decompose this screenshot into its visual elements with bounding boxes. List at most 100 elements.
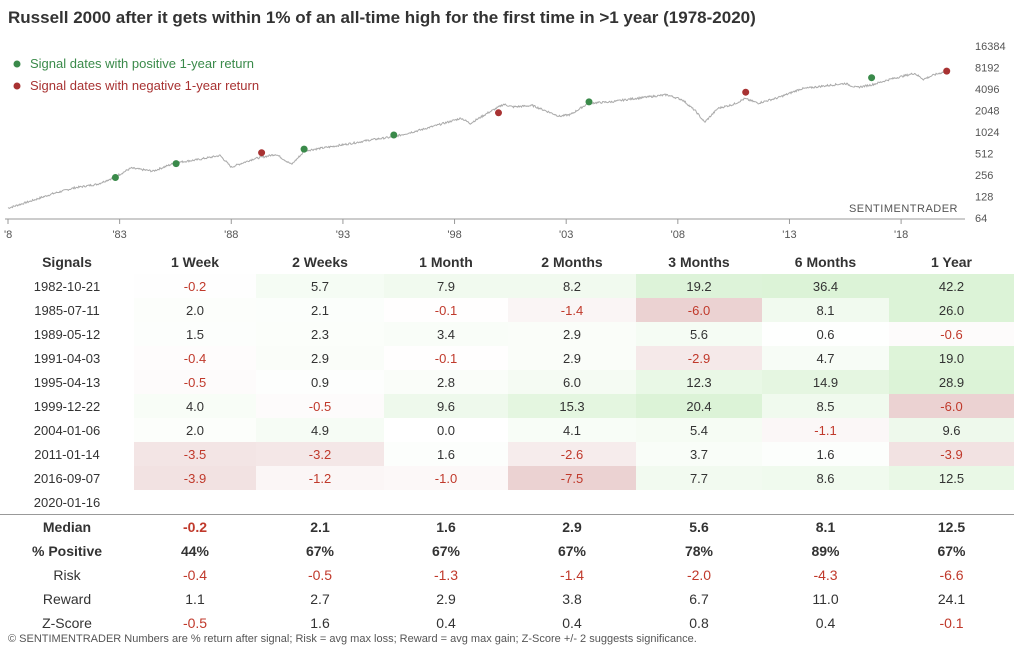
return-cell: 7.9 xyxy=(384,274,508,298)
column-header: 2 Months xyxy=(541,254,603,270)
summary-cell: -6.6 xyxy=(939,567,964,583)
column-header: 1 Year xyxy=(930,254,972,270)
legend-negative-label: Signal dates with negative 1-year return xyxy=(30,78,259,93)
return-cell: -3.2 xyxy=(256,442,384,466)
summary-cell: 67% xyxy=(557,543,587,559)
return-cell xyxy=(636,490,762,515)
x-axis-ticks: '8 '83 '88 '93 '98 '03 '08 '13 '18 xyxy=(4,219,908,241)
table-row: 1991-04-03 -0.4 2.9 -0.1 2.9 -2.9 4.7 19.0 xyxy=(0,346,1014,370)
summary-cell: -0.2 xyxy=(134,514,256,539)
column-header: 2 Weeks xyxy=(292,254,348,270)
return-cell: 2.9 xyxy=(256,346,384,370)
signal-point-1991-04-03 xyxy=(300,145,308,153)
return-cell: -0.4 xyxy=(134,346,256,370)
y-tick-label: 128 xyxy=(975,192,993,204)
table-header: Signals 1 Week 2 Weeks 1 Month 2 Months 3 Mon… xyxy=(0,250,1014,274)
signal-point-2020-01-16 xyxy=(943,67,951,75)
return-cell: 4.9 xyxy=(256,418,384,442)
return-cell: -6.0 xyxy=(636,298,762,322)
summary-row: Risk -0.4 -0.5 -1.3 -1.4 -2.0 -4.3 -6.6 xyxy=(0,563,1014,587)
summary-cell: -1.4 xyxy=(559,567,585,583)
footer-note: © SENTIMENTRADER Numbers are % return af… xyxy=(8,633,697,645)
summary-cell: -2.0 xyxy=(686,567,712,583)
return-cell: 9.6 xyxy=(889,418,1014,442)
return-cell: -1.2 xyxy=(256,466,384,490)
x-tick-label: '88 xyxy=(224,229,238,241)
summary-label: Reward xyxy=(42,591,92,607)
return-cell: -1.0 xyxy=(384,466,508,490)
signal-point-2011-01-14 xyxy=(742,88,750,96)
column-header: 1 Week xyxy=(171,254,219,270)
legend-positive-marker xyxy=(13,60,21,68)
summary-cell: 0.8 xyxy=(689,615,709,631)
summary-cell: 78% xyxy=(684,543,714,559)
signal-date: 1991-04-03 xyxy=(33,350,101,366)
return-cell: 3.7 xyxy=(636,442,762,466)
summary-label: % Positive xyxy=(31,543,103,559)
summary-cell: 1.1 xyxy=(185,591,205,607)
return-cell: 2.0 xyxy=(134,418,256,442)
russell-2000-line xyxy=(7,70,948,210)
y-tick-label: 1024 xyxy=(975,127,999,139)
return-cell: -0.1 xyxy=(384,298,508,322)
return-cell: -1.4 xyxy=(508,298,636,322)
summary-cell: 67% xyxy=(937,543,966,559)
chart-title: Russell 2000 after it gets within 1% of … xyxy=(8,8,756,27)
summary-cell: -4.3 xyxy=(813,567,838,583)
return-cell: 2.9 xyxy=(508,346,636,370)
return-cell xyxy=(889,490,1014,515)
summary-cell: -0.1 xyxy=(939,615,964,631)
return-cell: 1.6 xyxy=(762,442,889,466)
signal-point-1989-05-12 xyxy=(258,149,266,157)
table-row: 1989-05-12 1.5 2.3 3.4 2.9 5.6 0.6 -0.6 xyxy=(0,322,1014,346)
table-row: 1982-10-21 -0.2 5.7 7.9 8.2 19.2 36.4 42.2 xyxy=(0,274,1014,298)
return-cell: 42.2 xyxy=(889,274,1014,298)
y-tick-label: 2048 xyxy=(975,106,999,118)
return-cell: 4.0 xyxy=(134,394,256,418)
summary-cell: 67% xyxy=(305,543,335,559)
return-cell: 4.1 xyxy=(508,418,636,442)
return-cell: 5.6 xyxy=(636,322,762,346)
summary-row: Z-Score -0.5 1.6 0.4 0.4 0.8 0.4 -0.1 xyxy=(0,611,1014,635)
return-cell xyxy=(384,490,508,515)
signal-point-2016-09-07 xyxy=(868,74,876,82)
price-chart: Signal dates with positive 1-year return… xyxy=(4,41,1006,241)
return-cell: -1.1 xyxy=(762,418,889,442)
return-cell: -7.5 xyxy=(508,466,636,490)
table-row: 1985-07-11 2.0 2.1 -0.1 -1.4 -6.0 8.1 26.0 xyxy=(0,298,1014,322)
summary-cell: 1.6 xyxy=(384,514,508,539)
summary-cell: 44% xyxy=(180,543,210,559)
chart-legend: Signal dates with positive 1-year return… xyxy=(13,56,259,93)
y-tick-label: 8192 xyxy=(975,63,999,75)
signal-point-1985-07-11 xyxy=(172,160,180,168)
table-row: 2020-01-16 xyxy=(0,490,1014,515)
summary-row: Reward 1.1 2.7 2.9 3.8 6.7 11.0 24.1 xyxy=(0,587,1014,611)
y-tick-label: 4096 xyxy=(975,84,999,96)
return-cell: -2.9 xyxy=(636,346,762,370)
return-cell: 36.4 xyxy=(762,274,889,298)
table-body: 1982-10-21 -0.2 5.7 7.9 8.2 19.2 36.4 42.2 1985-… xyxy=(0,274,1014,635)
x-tick-label: '08 xyxy=(671,229,685,241)
return-cell: 1.6 xyxy=(384,442,508,466)
column-header: 1 Month xyxy=(419,254,473,270)
x-tick-label: '93 xyxy=(336,229,350,241)
summary-cell: -0.5 xyxy=(182,615,208,631)
summary-cell: -0.5 xyxy=(307,567,333,583)
return-cell: -0.5 xyxy=(256,394,384,418)
return-cell xyxy=(256,490,384,515)
summary-row: Median -0.2 2.1 1.6 2.9 5.6 8.1 12.5 xyxy=(0,514,1014,539)
return-cell: 8.2 xyxy=(508,274,636,298)
watermark: SENTIMENTRADER xyxy=(849,203,958,215)
summary-cell: 11.0 xyxy=(812,591,839,607)
summary-cell: 2.9 xyxy=(508,514,636,539)
return-cell xyxy=(762,490,889,515)
y-tick-label: 16384 xyxy=(975,41,1006,53)
return-cell: 26.0 xyxy=(889,298,1014,322)
return-cell: 2.3 xyxy=(256,322,384,346)
x-tick-label: '13 xyxy=(782,229,796,241)
x-tick-label: '03 xyxy=(559,229,573,241)
legend-positive-label: Signal dates with positive 1-year return xyxy=(30,56,254,71)
table-row: 1995-04-13 -0.5 0.9 2.8 6.0 12.3 14.9 28.9 xyxy=(0,370,1014,394)
return-cell: 2.1 xyxy=(256,298,384,322)
signal-point-1995-04-13 xyxy=(390,131,398,139)
